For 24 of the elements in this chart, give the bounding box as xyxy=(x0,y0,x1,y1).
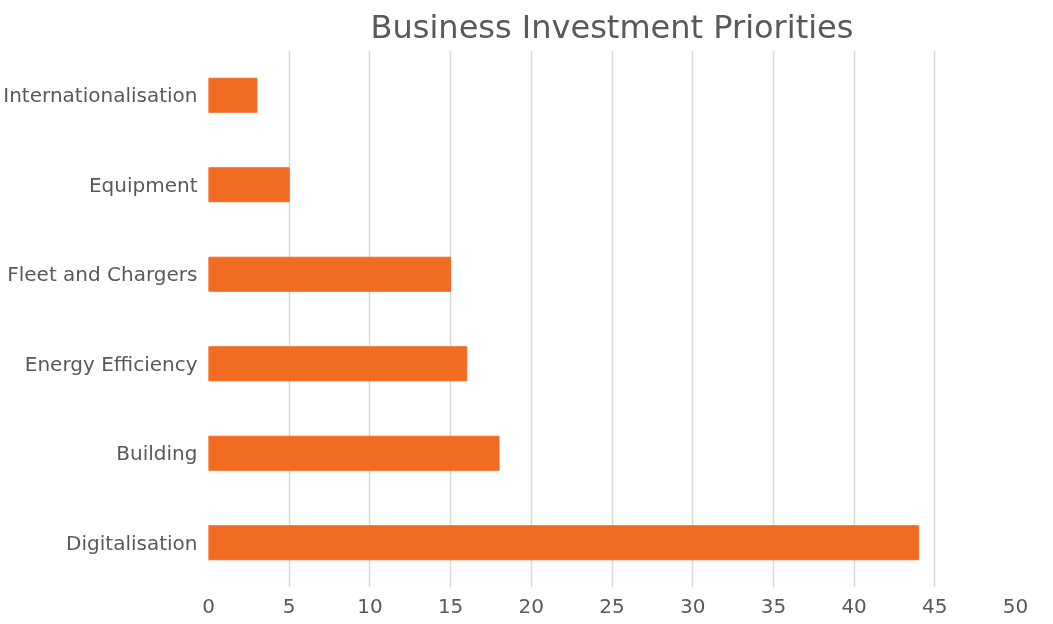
chart-title: Business Investment Priorities xyxy=(370,7,854,46)
x-tick-label: 5 xyxy=(282,593,296,618)
y-tick-label: Fleet and Chargers xyxy=(7,262,198,287)
x-tick-label: 30 xyxy=(679,593,706,618)
bar xyxy=(208,167,290,203)
bar xyxy=(208,77,258,113)
y-tick-label: Digitalisation xyxy=(66,530,198,555)
bar xyxy=(208,525,920,561)
x-tick-label: 0 xyxy=(202,593,215,618)
x-tick-label: 20 xyxy=(518,593,545,618)
x-tick-label: 35 xyxy=(760,593,787,618)
x-tick-label: 45 xyxy=(922,593,948,618)
bar xyxy=(208,435,500,471)
y-tick-label: Energy Efficiency xyxy=(24,351,198,376)
x-tick-label: 50 xyxy=(1002,593,1029,618)
x-tick-label: 15 xyxy=(437,593,464,618)
bar xyxy=(208,346,468,382)
x-tick-label: 10 xyxy=(357,593,383,618)
bar xyxy=(208,256,452,292)
y-tick-label: Equipment xyxy=(88,172,198,197)
y-tick-label: Internationalisation xyxy=(3,83,198,108)
y-tick-label: Building xyxy=(116,441,198,466)
x-tick-label: 25 xyxy=(599,593,625,618)
x-tick-label: 40 xyxy=(841,593,867,618)
